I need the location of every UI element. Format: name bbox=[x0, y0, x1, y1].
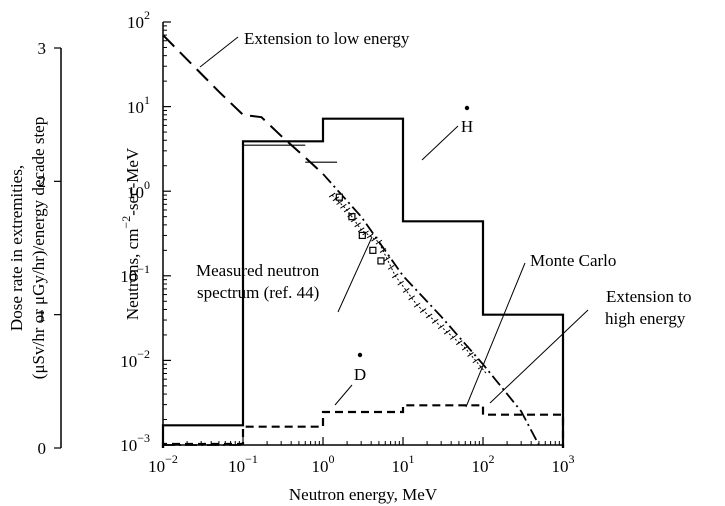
series-h-dot bbox=[161, 117, 565, 448]
right-y-axis-title: Neutrons, cm−2-sec-MeV bbox=[119, 147, 142, 320]
x-tick-label: 103 bbox=[552, 452, 575, 476]
monte-carlo-hatch bbox=[467, 351, 474, 357]
measured-label-line1: Measured neutron bbox=[196, 261, 320, 280]
x-tick-label: 102 bbox=[472, 452, 495, 476]
y-tick-label: 102 bbox=[127, 8, 150, 32]
y-tick-label: 10−3 bbox=[120, 431, 150, 455]
monte-carlo-hatch bbox=[379, 248, 387, 253]
monte-carlo-hatch bbox=[347, 212, 354, 218]
monte-carlo-hatch bbox=[397, 280, 404, 286]
left-y-axis-title-line2: (μSv/hr or μGy/hr)/energy decade step bbox=[29, 117, 48, 379]
monte-carlo-hatch bbox=[419, 308, 427, 313]
left-y-tick-label: 2 bbox=[38, 172, 47, 191]
x-tick-label: 100 bbox=[312, 452, 335, 476]
monte-carlo-hatch bbox=[332, 196, 340, 202]
monte-carlo-hatch bbox=[343, 207, 351, 213]
monte-carlo-hatch bbox=[340, 203, 347, 209]
low-energy-label: Extension to low energy bbox=[244, 29, 410, 48]
left-y-tick-label: 3 bbox=[38, 39, 47, 58]
d-dot-leader bbox=[334, 384, 353, 406]
series-extension-low bbox=[162, 34, 324, 175]
left-y-tick-labels: 3 2 1 0 bbox=[38, 39, 47, 458]
x-tick-labels: 10−2 10−1 100 101 102 103 bbox=[148, 452, 574, 476]
monte-carlo-hatch bbox=[402, 288, 410, 293]
monte-carlo-hatch bbox=[383, 256, 391, 262]
monte-carlo-hatch bbox=[425, 313, 433, 319]
high-energy-leader bbox=[489, 309, 589, 404]
left-y-tick-label: 0 bbox=[38, 439, 47, 458]
monte-carlo-leader bbox=[465, 262, 526, 408]
monte-carlo-hatch bbox=[431, 318, 439, 324]
x-tick-label: 10−2 bbox=[148, 452, 178, 476]
monte-carlo-hatch bbox=[362, 230, 369, 236]
monte-carlo-hatch bbox=[357, 227, 365, 233]
low-energy-leader bbox=[199, 36, 239, 68]
d-dot-label: D bbox=[354, 365, 366, 384]
left-y-axis-title-line1: Dose rate in extremities, bbox=[7, 165, 26, 331]
series-d-dot bbox=[161, 404, 565, 448]
x-tick-label: 101 bbox=[392, 452, 415, 476]
y-tick-label: 100 bbox=[127, 178, 150, 202]
monte-carlo-hatch bbox=[408, 295, 415, 301]
annotations: Extension to low energy H D Monte Carlo … bbox=[196, 29, 691, 408]
monte-carlo-hatch bbox=[472, 358, 480, 364]
y-tick-label: 10−1 bbox=[120, 262, 150, 286]
monte-carlo-hatch bbox=[375, 239, 383, 245]
measured-label-line2: spectrum (ref. 44) bbox=[197, 283, 319, 302]
right-y-tick-labels: 102 101 100 10−1 10−2 10−3 bbox=[120, 8, 150, 455]
monte-carlo-hatch bbox=[328, 192, 336, 198]
measured-leader bbox=[337, 236, 373, 313]
monte-carlo-hatch bbox=[449, 334, 457, 340]
measured-point bbox=[335, 193, 343, 201]
x-axis-title: Neutron energy, MeV bbox=[289, 485, 438, 504]
measured-point bbox=[377, 257, 385, 265]
high-energy-label-line1: Extension to bbox=[606, 287, 691, 306]
monte-carlo-hatch bbox=[391, 273, 399, 279]
monte-carlo-hatch bbox=[413, 302, 421, 308]
monte-carlo-label: Monte Carlo bbox=[530, 251, 616, 270]
left-y-tick-label: 1 bbox=[38, 306, 47, 325]
series-group bbox=[161, 34, 565, 448]
h-dot-mark bbox=[464, 105, 470, 111]
monte-carlo-hatch bbox=[455, 340, 463, 346]
monte-carlo-hatch bbox=[443, 329, 451, 335]
h-dot-leader bbox=[421, 125, 459, 161]
monte-carlo-hatch bbox=[461, 345, 469, 351]
monte-carlo-hatch bbox=[437, 324, 445, 330]
d-dot-mark bbox=[357, 352, 363, 358]
monte-carlo-hatch bbox=[366, 233, 374, 239]
high-energy-label-line2: high energy bbox=[605, 309, 686, 328]
series-spectrum-fit bbox=[322, 173, 540, 446]
monte-carlo-hatch bbox=[354, 222, 361, 228]
monte-carlo-hatch bbox=[336, 200, 343, 205]
y-tick-label: 10−2 bbox=[120, 347, 150, 371]
monte-carlo-hatch bbox=[371, 236, 378, 242]
measured-point bbox=[369, 246, 377, 254]
h-dot-label: H bbox=[461, 117, 473, 136]
measured-point bbox=[358, 231, 366, 240]
y-tick-label: 101 bbox=[127, 93, 150, 117]
monte-carlo-hatch bbox=[350, 217, 358, 223]
monte-carlo-hatch bbox=[387, 264, 395, 270]
x-tick-label: 10−1 bbox=[228, 452, 258, 476]
